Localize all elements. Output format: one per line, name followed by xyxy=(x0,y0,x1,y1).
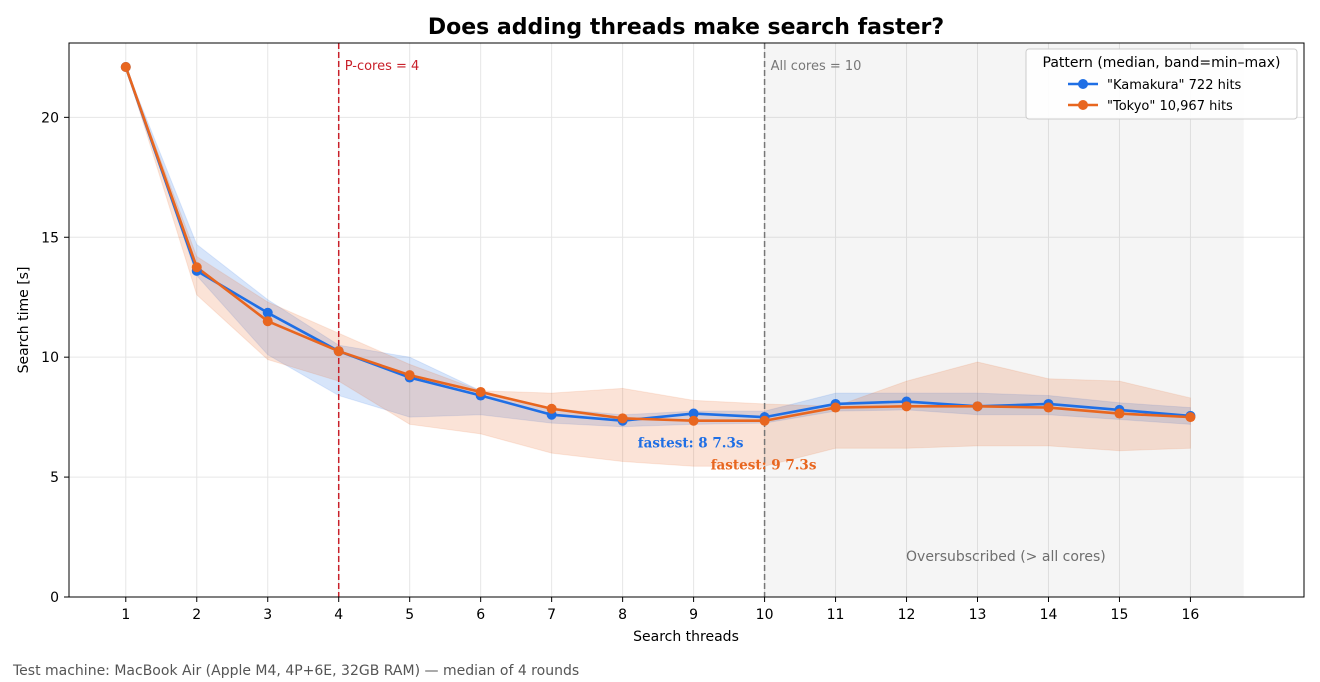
series-line-1 xyxy=(124,66,1191,423)
median-points xyxy=(120,61,1196,426)
series-1-point-13 xyxy=(972,401,983,412)
plot-border xyxy=(68,42,1305,598)
plot-background xyxy=(69,43,1304,597)
x-tick-label-11: 11 xyxy=(827,607,845,623)
x-tick-label-3: 3 xyxy=(263,607,272,623)
fastest-annotation-0: fastest: 8 7.3s xyxy=(638,436,744,452)
series-1-point-5 xyxy=(404,370,415,381)
x-tick-label-12: 12 xyxy=(898,607,916,623)
series-1-point-8 xyxy=(617,413,628,424)
series-1-point-14 xyxy=(1043,402,1054,413)
fastest-annotation-1: fastest: 9 7.3s xyxy=(711,458,817,474)
x-axis-ticks: 1 2 3 4 5 6 7 8 9 10 11 12 13 14 15 16 xyxy=(121,597,1199,623)
series-0-point-9 xyxy=(688,408,699,419)
y-tick-label-20: 20 xyxy=(41,110,59,126)
series-1-point-1 xyxy=(120,61,131,72)
series-1-point-9 xyxy=(688,415,699,426)
series-0-point-3 xyxy=(262,307,273,318)
legend-label-0: "Kamakura" 722 hits xyxy=(1107,78,1242,93)
y-tick-label-10: 10 xyxy=(41,350,59,366)
series-1-point-6 xyxy=(475,386,486,397)
x-tick-label-8: 8 xyxy=(618,607,627,623)
oversubscribed-shade xyxy=(764,44,1244,597)
x-tick-label-14: 14 xyxy=(1040,607,1058,623)
x-tick-label-1: 1 xyxy=(121,607,130,623)
series-1-point-2 xyxy=(191,262,202,273)
oversubscribed-label: Oversubscribed (> all cores) xyxy=(906,549,1106,565)
series-1-point-15 xyxy=(1114,408,1125,419)
y-tick-label-0: 0 xyxy=(50,590,59,606)
legend-title: Pattern (median, band=min–max) xyxy=(1043,55,1281,71)
fastest-annotations: fastest: 8 7.3s fastest: 9 7.3s xyxy=(638,436,817,474)
legend: Pattern (median, band=min–max) "Kamakura"… xyxy=(1025,48,1298,120)
legend-box xyxy=(1025,48,1298,120)
y-tick-label-15: 15 xyxy=(41,230,59,246)
y-axis-ticks: 0 5 10 15 20 xyxy=(41,110,69,606)
series-1-point-3 xyxy=(262,316,273,327)
median-lines xyxy=(124,66,1191,423)
legend-marker-1 xyxy=(1078,100,1088,110)
plot-area xyxy=(69,43,1304,597)
vline-label-4: P-cores = 4 xyxy=(345,59,420,74)
series-1-point-12 xyxy=(901,401,912,412)
legend-marker-0 xyxy=(1078,79,1088,89)
series-1-point-16 xyxy=(1185,412,1196,423)
series-1-point-4 xyxy=(333,346,344,357)
chart-title: Does adding threads make search faster? xyxy=(428,15,944,40)
x-tick-label-9: 9 xyxy=(689,607,698,623)
x-tick-label-5: 5 xyxy=(405,607,414,623)
series-1-point-7 xyxy=(546,403,557,414)
grid-lines xyxy=(69,43,1304,598)
x-tick-label-2: 2 xyxy=(192,607,201,623)
plot-frame xyxy=(68,42,1305,598)
x-tick-label-16: 16 xyxy=(1182,607,1200,623)
y-tick-label-5: 5 xyxy=(50,470,59,486)
x-tick-label-7: 7 xyxy=(547,607,556,623)
vline-label-10: All cores = 10 xyxy=(771,59,862,74)
series-line-0 xyxy=(124,66,1191,423)
x-axis-label: Search threads xyxy=(633,629,739,645)
y-axis-label: Search time [s] xyxy=(16,267,32,374)
x-tick-label-13: 13 xyxy=(969,607,987,623)
x-tick-label-4: 4 xyxy=(334,607,343,623)
footer-note: Test machine: MacBook Air (Apple M4, 4P+… xyxy=(12,663,579,679)
core-marker-lines: P-cores = 4 All cores = 10 xyxy=(337,43,862,597)
legend-label-1: "Tokyo" 10,967 hits xyxy=(1107,99,1233,114)
x-tick-label-10: 10 xyxy=(756,607,774,623)
series-1-point-11 xyxy=(830,402,841,413)
band-series-1 xyxy=(125,66,1191,467)
x-tick-label-15: 15 xyxy=(1111,607,1129,623)
x-tick-label-6: 6 xyxy=(476,607,485,623)
oversubscribed-region: Oversubscribed (> all cores) xyxy=(764,44,1244,597)
series-1-point-10 xyxy=(759,415,770,426)
